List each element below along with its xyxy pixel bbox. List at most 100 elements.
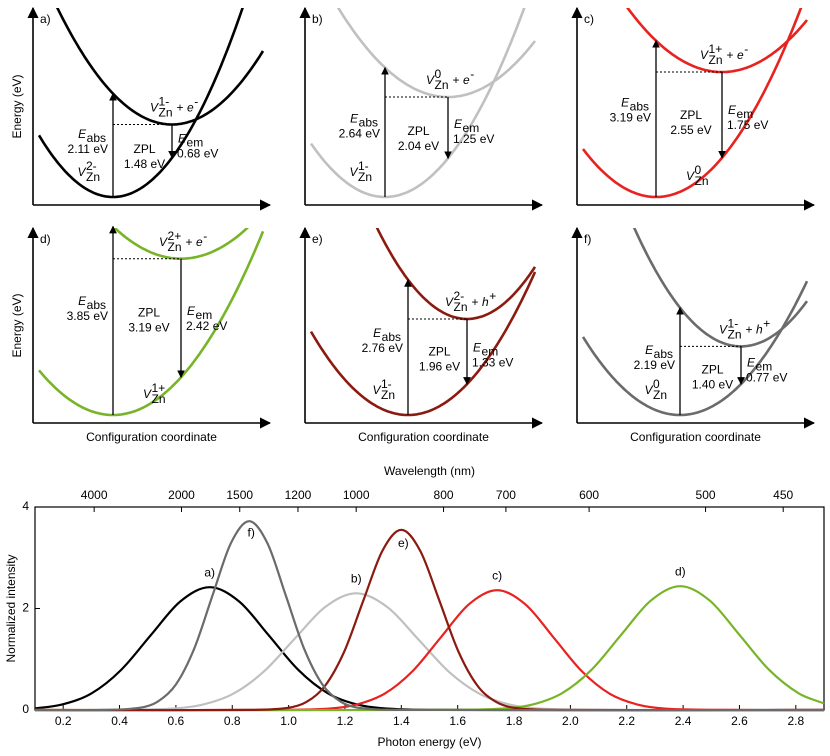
emission-value: 1.25 eV: [453, 132, 494, 146]
zpl-value: 3.19 eV: [128, 321, 169, 335]
zpl-label: ZPL: [701, 363, 723, 377]
excited-state-curve: [112, 228, 250, 261]
symbol: h: [482, 295, 489, 309]
zpl-value: 1.48 eV: [124, 157, 165, 171]
subscript: Zn: [435, 78, 449, 92]
subscript: Zn: [86, 170, 100, 184]
symbol: E: [454, 117, 463, 131]
excited-state-curve: [626, 8, 809, 74]
spectrum-line: [34, 585, 825, 712]
y-axis-label: Energy (eV): [10, 293, 24, 357]
superscript: 1-: [381, 377, 392, 391]
excited-state-label: V 2-Zn + h +: [445, 289, 496, 314]
emission-value: 0.68 eV: [177, 147, 218, 161]
symbol: +: [727, 48, 734, 62]
subscript: abs: [654, 347, 673, 361]
x2-tick-label: 800: [434, 488, 454, 502]
subscript: em: [187, 136, 204, 150]
superscript: 2-: [86, 159, 97, 173]
spectrum-line: [34, 586, 825, 712]
subscript: em: [196, 308, 213, 322]
symbol: V: [426, 73, 435, 87]
panel-label: f): [584, 232, 591, 246]
ground-state-label: V 0Zn: [686, 163, 709, 188]
spectrum-line: [34, 528, 825, 712]
symbol: E: [645, 343, 654, 357]
x2-tick-label: 450: [773, 488, 793, 502]
excited-state-label: V 1-Zn + e -: [150, 95, 198, 120]
symbol: E: [350, 112, 359, 126]
x-tick-label: 2.4: [675, 714, 692, 728]
superscript: 1+: [152, 381, 166, 395]
subscript: abs: [87, 298, 106, 312]
x2-tick-label: 4000: [81, 488, 108, 502]
y-tick-label: 2: [22, 601, 29, 615]
x-tick-label: 1.6: [449, 714, 466, 728]
symbol: +: [472, 295, 479, 309]
symbol: V: [143, 387, 152, 401]
symbol: E: [78, 127, 87, 141]
symbol: e: [463, 73, 470, 87]
symbol: E: [621, 95, 630, 109]
absorption-value: 2.76 eV: [362, 341, 403, 355]
symbol: E: [373, 326, 382, 340]
x-tick-label: 2.0: [562, 714, 579, 728]
subscript: em: [756, 360, 773, 374]
emission-value: 2.42 eV: [186, 319, 227, 333]
symbol: h: [756, 323, 763, 337]
excited-state-label: V 0Zn + e -: [426, 67, 474, 92]
series-label: b): [351, 571, 362, 585]
y-tick-label: 0: [22, 702, 29, 716]
x2-tick-label: 600: [579, 488, 599, 502]
absorption-value: 2.11 eV: [68, 142, 108, 156]
ground-state-curve: [38, 230, 265, 417]
superscript: -: [744, 42, 748, 56]
subscript: Zn: [159, 106, 173, 120]
symbol: V: [644, 383, 653, 397]
ground-state-label: V 0Zn: [644, 377, 667, 402]
subscript: abs: [359, 116, 378, 130]
symbol: E: [473, 340, 482, 354]
subscript: em: [482, 344, 499, 358]
symbol: V: [719, 323, 728, 337]
panel-label: e): [312, 232, 323, 246]
x-axis-label: Configuration coordinate: [630, 430, 761, 444]
zpl-label: ZPL: [407, 124, 429, 138]
series-label: a): [204, 565, 215, 579]
excited-state-label: V 1+Zn + e -: [700, 42, 748, 67]
subscript: Zn: [381, 388, 395, 402]
y-axis-label: Normalized intensity: [4, 554, 18, 662]
ground-state-curve: [37, 8, 244, 199]
symbol: E: [178, 132, 187, 146]
x-tick-label: 0.4: [111, 714, 128, 728]
zpl-label: ZPL: [138, 306, 160, 320]
symbol: E: [747, 356, 756, 370]
ground-state-curve: [581, 280, 809, 417]
symbol: V: [445, 295, 454, 309]
ground-state-curve: [309, 271, 537, 417]
ground-state-label: V 1+Zn: [143, 381, 166, 406]
subscript: Zn: [454, 300, 468, 314]
panel-label: c): [584, 12, 594, 26]
ground-state-label: V 2-Zn: [77, 159, 100, 184]
symbol: E: [187, 304, 196, 318]
x-tick-label: 0.2: [55, 714, 72, 728]
zpl-value: 2.55 eV: [670, 123, 711, 137]
symbol: V: [700, 48, 709, 62]
symbol: +: [186, 235, 193, 249]
subscript: Zn: [168, 240, 182, 254]
superscript: 0: [653, 377, 660, 391]
ground-state-curve: [581, 8, 803, 199]
series-label: c): [492, 568, 502, 582]
emission-value: 0.77 eV: [746, 371, 787, 385]
absorption-value: 3.19 eV: [610, 110, 651, 124]
